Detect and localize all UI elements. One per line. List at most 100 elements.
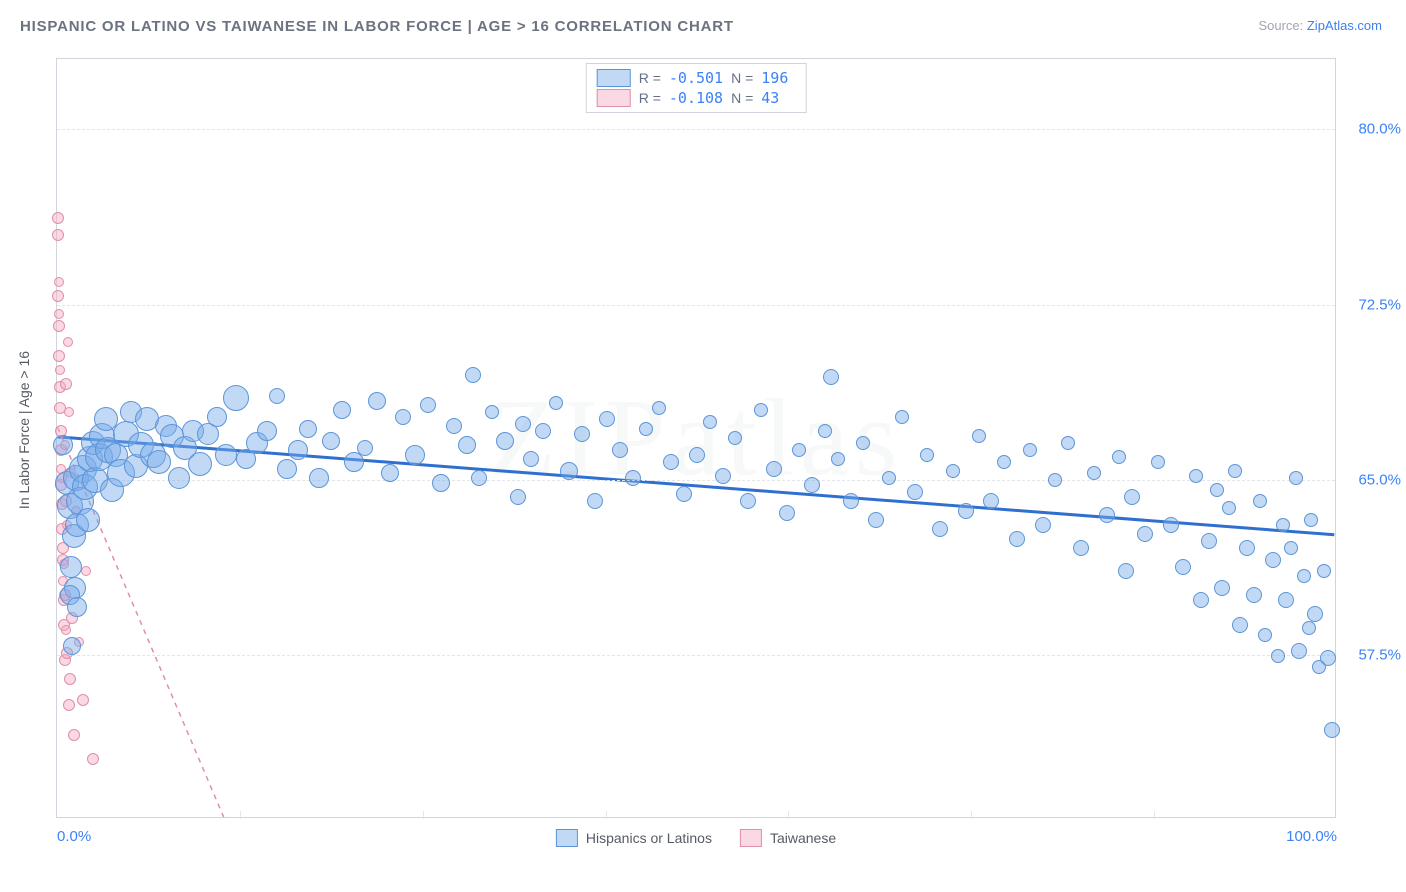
taiwanese-point bbox=[52, 212, 64, 224]
y-tick-label: 80.0% bbox=[1343, 121, 1401, 138]
grid-tick-v bbox=[423, 811, 424, 819]
hispanic-point bbox=[1151, 455, 1165, 469]
hispanic-point bbox=[288, 440, 308, 460]
hispanic-point bbox=[67, 597, 87, 617]
hispanic-point bbox=[60, 556, 82, 578]
hispanic-point bbox=[1253, 494, 1267, 508]
hispanic-point bbox=[1228, 464, 1242, 478]
hispanic-point bbox=[1124, 489, 1140, 505]
hispanic-point bbox=[895, 410, 909, 424]
hispanic-point bbox=[420, 397, 436, 413]
grid-tick-v bbox=[606, 811, 607, 819]
hispanic-point bbox=[53, 435, 73, 455]
hispanic-point bbox=[958, 503, 974, 519]
hispanic-point bbox=[1163, 517, 1179, 533]
hispanic-point bbox=[818, 424, 832, 438]
taiwanese-point bbox=[87, 753, 99, 765]
hispanic-point bbox=[333, 401, 351, 419]
hispanic-point bbox=[823, 369, 839, 385]
hispanic-point bbox=[510, 489, 526, 505]
hispanic-point bbox=[1302, 621, 1316, 635]
hispanic-point bbox=[754, 403, 768, 417]
hispanic-point bbox=[269, 388, 285, 404]
taiwanese-point bbox=[53, 350, 65, 362]
hispanic-point bbox=[1222, 501, 1236, 515]
hispanic-point bbox=[1189, 469, 1203, 483]
hispanic-point bbox=[856, 436, 870, 450]
hispanic-point bbox=[549, 396, 563, 410]
legend-item-hispanic: Hispanics or Latinos bbox=[556, 829, 712, 847]
hispanic-point bbox=[997, 455, 1011, 469]
hispanic-point bbox=[215, 444, 237, 466]
source-link[interactable]: ZipAtlas.com bbox=[1307, 18, 1382, 33]
taiwanese-point bbox=[63, 337, 73, 347]
hispanic-point bbox=[920, 448, 934, 462]
r-label: R = bbox=[639, 70, 661, 86]
hispanic-point bbox=[740, 493, 756, 509]
hispanic-point bbox=[368, 392, 386, 410]
hispanic-point bbox=[76, 508, 100, 532]
hispanic-point bbox=[188, 452, 212, 476]
hispanic-point bbox=[1023, 443, 1037, 457]
series-legend: Hispanics or LatinosTaiwanese bbox=[556, 829, 836, 847]
grid-tick-v bbox=[1154, 811, 1155, 819]
hispanic-point bbox=[1246, 587, 1262, 603]
hispanic-point bbox=[560, 462, 578, 480]
hispanic-point bbox=[779, 505, 795, 521]
hispanic-point bbox=[223, 385, 249, 411]
hispanic-point bbox=[1087, 466, 1101, 480]
hispanic-point bbox=[1061, 436, 1075, 450]
watermark-text: ZIPatlas bbox=[489, 375, 904, 502]
hispanic-point bbox=[496, 432, 514, 450]
hispanic-point bbox=[625, 470, 641, 486]
hispanic-point bbox=[322, 432, 340, 450]
taiwanese-point bbox=[52, 290, 64, 302]
taiwanese-swatch bbox=[597, 89, 631, 107]
taiwanese-swatch bbox=[740, 829, 762, 847]
hispanic-point bbox=[535, 423, 551, 439]
hispanic-point bbox=[432, 474, 450, 492]
hispanic-point bbox=[728, 431, 742, 445]
grid-line-h bbox=[57, 480, 1335, 481]
taiwanese-point bbox=[53, 320, 65, 332]
n-label: N = bbox=[731, 90, 753, 106]
hispanic-point bbox=[405, 445, 425, 465]
hispanic-point bbox=[715, 468, 731, 484]
hispanic-point bbox=[465, 367, 481, 383]
hispanic-point bbox=[1320, 650, 1336, 666]
taiwanese-point bbox=[64, 673, 76, 685]
r-label: R = bbox=[639, 90, 661, 106]
hispanic-point bbox=[1317, 564, 1331, 578]
grid-tick-v bbox=[240, 811, 241, 819]
legend-row-hispanic: R =-0.501N =196 bbox=[597, 68, 796, 88]
hispanic-point bbox=[257, 421, 277, 441]
hispanic-point bbox=[652, 401, 666, 415]
legend-row-taiwanese: R =-0.108N =43 bbox=[597, 88, 796, 108]
legend-label: Hispanics or Latinos bbox=[586, 830, 712, 846]
y-axis-label: In Labor Force | Age > 16 bbox=[16, 351, 32, 509]
hispanic-point bbox=[676, 486, 692, 502]
y-tick-label: 57.5% bbox=[1343, 647, 1401, 664]
hispanic-point bbox=[523, 451, 539, 467]
r-value: -0.501 bbox=[669, 69, 723, 87]
x-tick-label: 100.0% bbox=[1286, 828, 1337, 845]
taiwanese-point bbox=[52, 229, 64, 241]
hispanic-point bbox=[381, 464, 399, 482]
hispanic-point bbox=[1271, 649, 1285, 663]
hispanic-point bbox=[299, 420, 317, 438]
hispanic-point bbox=[1118, 563, 1134, 579]
hispanic-point bbox=[1307, 606, 1323, 622]
correlation-legend: R =-0.501N =196R =-0.108N =43 bbox=[586, 63, 807, 113]
hispanic-point bbox=[446, 418, 462, 434]
hispanic-point bbox=[168, 467, 190, 489]
hispanic-point bbox=[792, 443, 806, 457]
hispanic-point bbox=[1112, 450, 1126, 464]
r-value: -0.108 bbox=[669, 89, 723, 107]
hispanic-point bbox=[1175, 559, 1191, 575]
chart-title: HISPANIC OR LATINO VS TAIWANESE IN LABOR… bbox=[20, 18, 734, 35]
hispanic-point bbox=[972, 429, 986, 443]
hispanic-point bbox=[983, 493, 999, 509]
hispanic-point bbox=[277, 459, 297, 479]
y-tick-label: 65.0% bbox=[1343, 471, 1401, 488]
hispanic-point bbox=[946, 464, 960, 478]
